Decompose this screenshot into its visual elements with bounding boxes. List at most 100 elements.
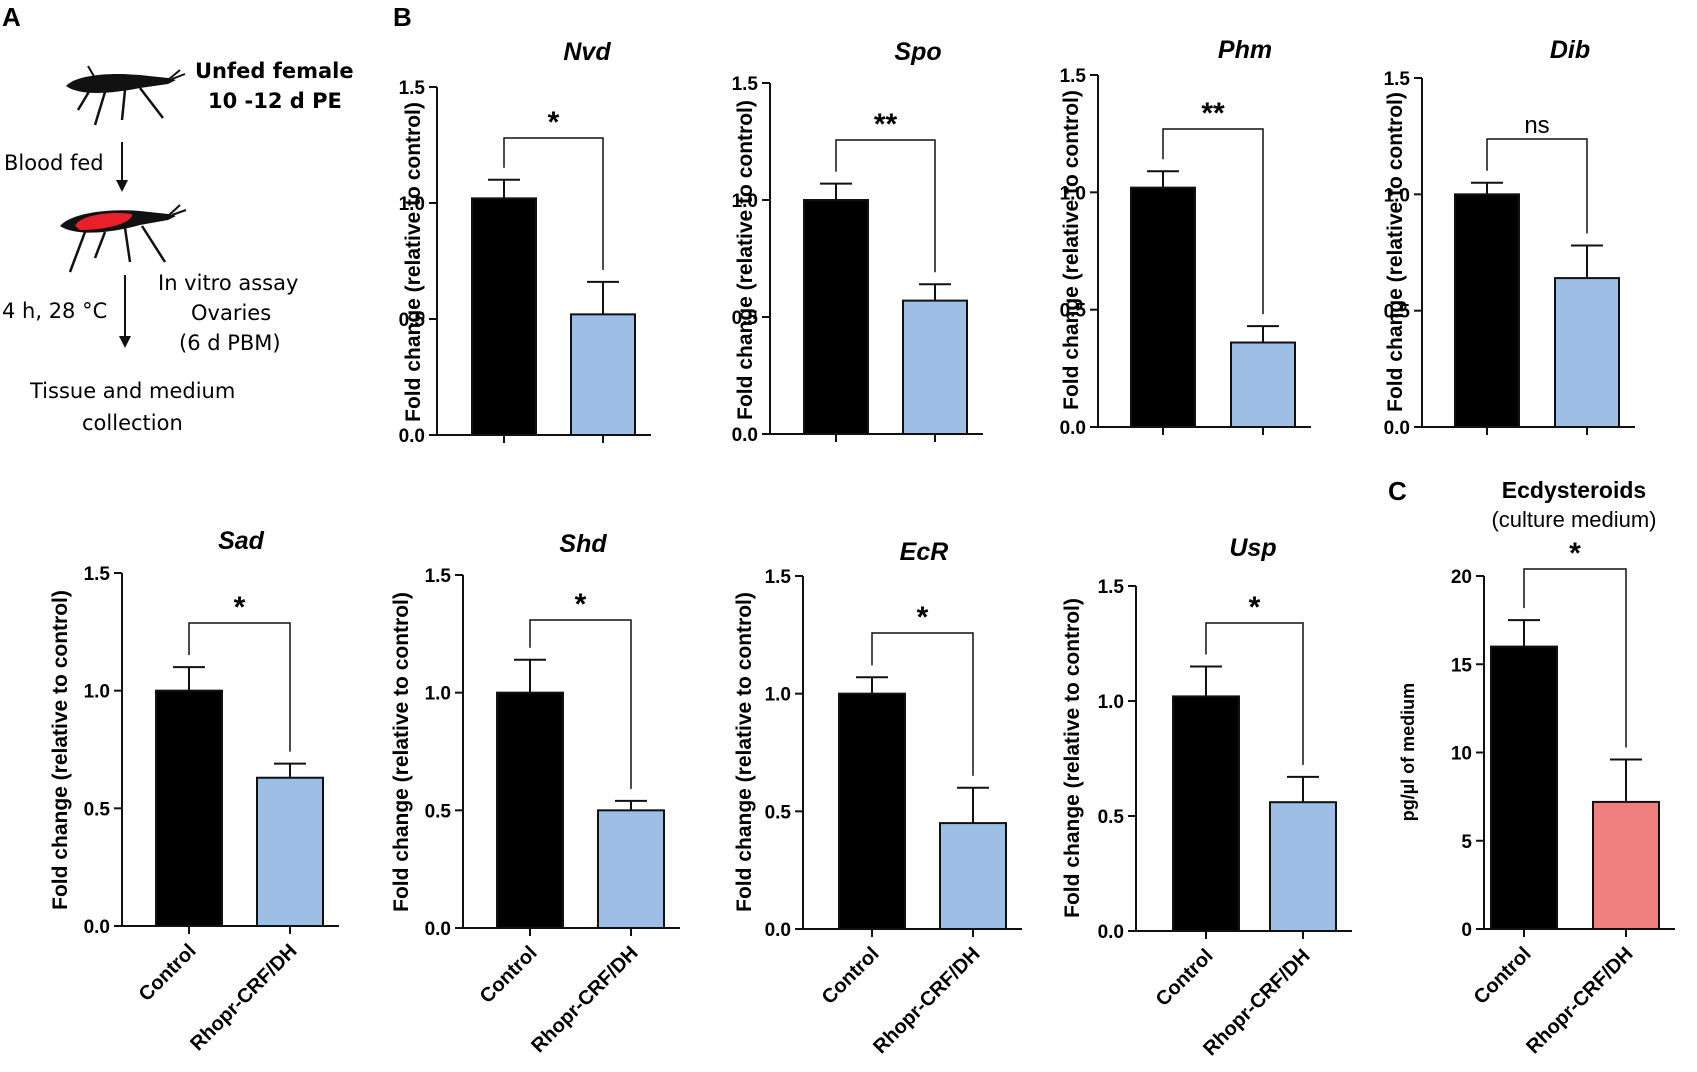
- x-category-label: Rhopr-CRF/DH: [1522, 943, 1637, 1058]
- bar-treatment: [939, 822, 1007, 930]
- chart-title: Phm: [1218, 36, 1272, 64]
- y-tick-label: 10: [1451, 744, 1472, 765]
- x-category-label: Control: [476, 942, 542, 1008]
- bar-control: [1454, 193, 1520, 428]
- bar-control: [803, 199, 869, 435]
- x-category-label: Control: [135, 940, 201, 1006]
- schematic-assay1: In vitro assay: [158, 271, 298, 295]
- bar-treatment: [1554, 277, 1620, 428]
- y-tick-label: 0.0: [765, 920, 791, 941]
- x-category-label: Rhopr-CRF/DH: [186, 940, 301, 1055]
- y-tick-label: 0.0: [1098, 922, 1124, 943]
- chart-9: Ecdysteroids (culture medium) 0 5 10 15 20 pg/µ…: [1398, 477, 1675, 1058]
- significance-bracket: [1486, 138, 1588, 234]
- y-tick-label: 1.5: [1060, 66, 1087, 87]
- schematic-blood-fed: Blood fed: [4, 151, 104, 175]
- chart-title: Dib: [1550, 36, 1590, 64]
- charts-group: Nvd 0.0 0.5 1.0 1.5 Fold change (relative to …: [49, 36, 1675, 1060]
- schematic-assay3: (6 d PBM): [179, 331, 281, 355]
- significance-label: *: [234, 591, 246, 624]
- bar-treatment: [570, 313, 636, 436]
- y-tick-label: 0.0: [1060, 418, 1086, 439]
- x-category-label: Control: [1152, 945, 1218, 1011]
- chart-6: Shd 0.0 0.5 1.0 1.5 Fold change (relative to …: [390, 530, 680, 1057]
- significance-label: *: [917, 601, 929, 634]
- y-tick-label: 1.0: [399, 194, 425, 215]
- y-tick-label: 0.5: [765, 802, 792, 823]
- x-category-label: Rhopr-CRF/DH: [527, 942, 642, 1057]
- fed-bug-icon: [60, 204, 187, 273]
- y-tick-label: 5: [1461, 832, 1472, 853]
- y-tick-label: 1.0: [732, 191, 758, 212]
- blood-meal-fill: [75, 213, 133, 230]
- bar-control: [1490, 645, 1558, 930]
- bar-treatment: [1269, 801, 1337, 933]
- y-tick-label: 0.5: [425, 801, 452, 822]
- y-axis-label: Fold change (relative to control): [1384, 92, 1407, 412]
- chart-7: EcR 0.0 0.5 1.0 1.5 Fold change (relative to …: [733, 538, 1022, 1058]
- chart-8: Usp 0.0 0.5 1.0 1.5 Fold change (relative to …: [1061, 534, 1352, 1060]
- y-tick-label: 0.5: [1384, 302, 1411, 323]
- significance-bracket: [1523, 568, 1627, 748]
- chart-title: Shd: [559, 530, 607, 558]
- schematic-collect1: Tissue and medium: [29, 379, 235, 403]
- significance-bracket: [835, 139, 936, 273]
- bar-control: [496, 691, 564, 930]
- y-axis-label: Fold change (relative to control): [402, 102, 425, 422]
- x-category-label: Control: [1470, 943, 1536, 1009]
- y-tick-label: 0.5: [732, 308, 759, 329]
- significance-label: *: [1569, 537, 1581, 570]
- y-tick-label: 20: [1451, 567, 1472, 588]
- y-axis-label: Fold change (relative to control): [734, 100, 757, 420]
- panel-label-c: C: [1388, 476, 1407, 506]
- bar-control: [1130, 186, 1196, 428]
- y-axis-label: Fold change (relative to control): [733, 592, 756, 912]
- y-tick-label: 0.5: [84, 799, 111, 820]
- chart-title: Usp: [1229, 534, 1276, 562]
- chart-1: Nvd 0.0 0.5 1.0 1.5 Fold change (relative to …: [399, 38, 651, 447]
- y-tick-label: 1.0: [1384, 185, 1410, 206]
- unfed-bug-icon: [66, 65, 186, 126]
- bar-treatment: [256, 776, 324, 927]
- y-tick-label: 0.0: [1384, 418, 1410, 439]
- y-axis-label: Fold change (relative to control): [1060, 90, 1083, 410]
- y-tick-label: 0.0: [84, 917, 110, 938]
- y-tick-label: 1.0: [425, 684, 451, 705]
- y-tick-label: 1.5: [1098, 577, 1125, 598]
- y-tick-label: 0: [1461, 920, 1472, 941]
- bar-control: [1172, 695, 1240, 933]
- arrow-head-2: [119, 336, 131, 348]
- y-tick-label: 1.0: [1098, 692, 1124, 713]
- y-tick-label: 1.5: [399, 78, 426, 99]
- chart-title: Spo: [894, 38, 941, 66]
- bar-treatment: [902, 299, 968, 435]
- chart-title: Sad: [218, 527, 265, 555]
- y-axis-label: pg/µl of medium: [1398, 683, 1418, 821]
- x-category-label: Control: [818, 943, 884, 1009]
- bar-treatment: [1592, 800, 1660, 930]
- chart-subtitle: (culture medium): [1491, 507, 1656, 532]
- y-axis-label: Fold change (relative to control): [49, 590, 72, 910]
- y-axis-label: Fold change (relative to control): [390, 592, 413, 912]
- schematic-incubation: 4 h, 28 °C: [2, 299, 107, 323]
- significance-label: **: [874, 108, 898, 141]
- significance-label: *: [1249, 591, 1261, 624]
- chart-2: Spo 0.0 0.5 1.0 1.5 Fold change (relative to …: [732, 38, 983, 446]
- significance-label: **: [1201, 97, 1225, 130]
- significance-bracket: [188, 622, 291, 752]
- significance-label: *: [548, 106, 560, 139]
- y-tick-label: 0.0: [732, 425, 758, 446]
- schematic-collect2: collection: [82, 411, 183, 435]
- y-tick-label: 0.5: [1098, 807, 1125, 828]
- y-tick-label: 1.5: [732, 74, 759, 95]
- significance-label: ns: [1524, 112, 1549, 139]
- chart-title: Ecdysteroids: [1502, 477, 1646, 503]
- panel-label-a: A: [2, 2, 21, 32]
- y-tick-label: 0.5: [1060, 301, 1087, 322]
- y-tick-label: 0.0: [399, 426, 425, 447]
- significance-bracket: [1162, 128, 1264, 315]
- y-axis-label: Fold change (relative to control): [1061, 598, 1084, 918]
- chart-title: Nvd: [563, 38, 611, 66]
- panel-label-b: B: [393, 2, 412, 32]
